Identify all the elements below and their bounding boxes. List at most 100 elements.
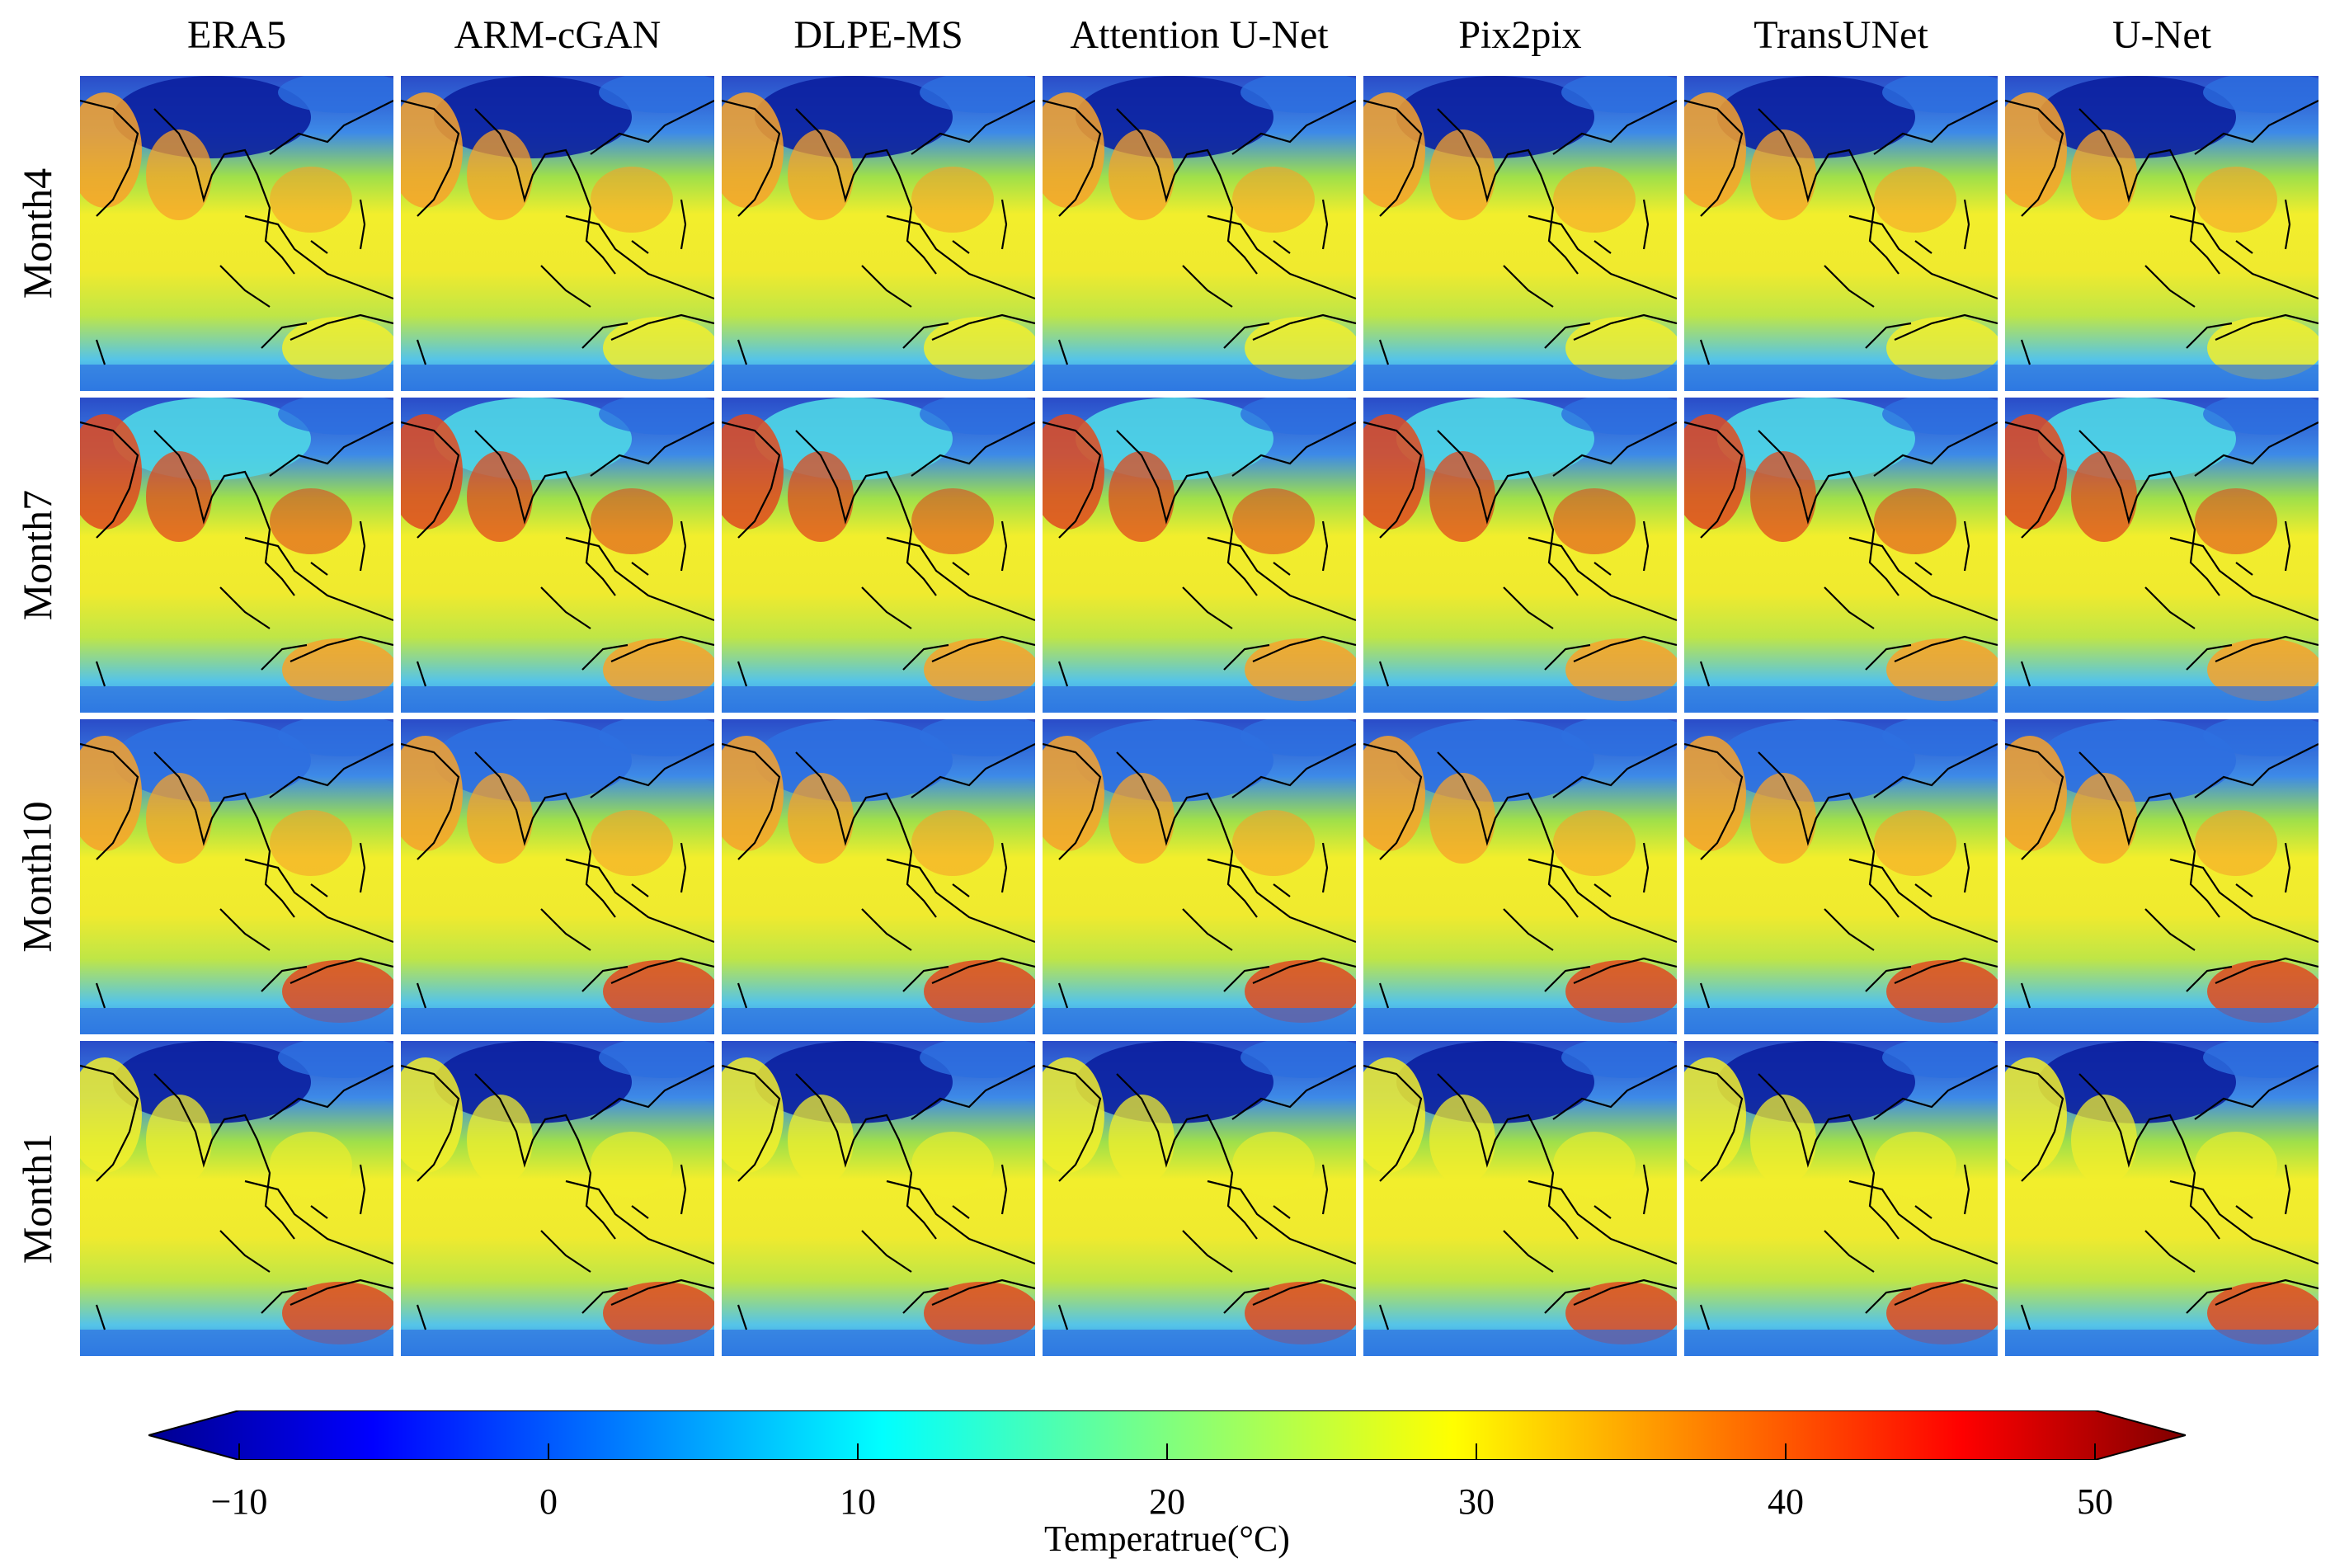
temperature-region: [1429, 129, 1495, 220]
temperature-region: [1684, 365, 1998, 391]
temperature-region: [282, 960, 393, 1023]
map-panel-month4-3: [1043, 76, 1356, 391]
map-panel-month10-5: [1684, 719, 1998, 1034]
map-panel-month4-4: [1363, 76, 1677, 391]
map-panel-month1-6: [2005, 1041, 2319, 1356]
map-panel-month7-2: [722, 398, 1035, 713]
colorbar: [148, 1410, 2186, 1460]
coastline: [1363, 742, 1677, 1009]
map-panel-month1-4: [1363, 1041, 1677, 1356]
temperature-region: [924, 1282, 1035, 1344]
map-panel-month4-1: [401, 76, 714, 391]
temperature-region: [2071, 773, 2137, 864]
coastline: [1043, 99, 1356, 365]
coastline: [401, 99, 714, 365]
temperature-region: [1245, 960, 1356, 1023]
map-graphic: [722, 1041, 1035, 1356]
row-label-month1: Month1: [14, 1132, 61, 1264]
column-title-pix2pix: Pix2pix: [1458, 13, 1582, 57]
temperature-region: [2203, 76, 2319, 113]
coastline: [80, 99, 393, 365]
temperature-region: [1684, 1330, 1998, 1356]
map-graphic: [2005, 1041, 2319, 1356]
map-graphic: [401, 76, 714, 391]
coastline: [401, 1064, 714, 1330]
temperature-region: [1043, 365, 1356, 391]
map-graphic: [722, 76, 1035, 391]
temperature-region: [722, 365, 1035, 391]
temperature-region: [591, 488, 673, 554]
temperature-region: [2005, 686, 2319, 713]
temperature-region: [1684, 1008, 1998, 1034]
map-graphic: [80, 719, 393, 1034]
temperature-region: [401, 365, 714, 391]
map-panel-month10-4: [1363, 719, 1677, 1034]
temperature-region: [1043, 1330, 1356, 1356]
temperature-region: [599, 1041, 714, 1078]
map-graphic: [1363, 76, 1677, 391]
temperature-region: [401, 686, 714, 713]
temperature-region: [603, 638, 714, 701]
temperature-region: [467, 773, 533, 864]
map-panel-month7-5: [1684, 398, 1998, 713]
map-panel-month4-2: [722, 76, 1035, 391]
column-title-attention-unet: Attention U-Net: [1070, 13, 1329, 57]
colorbar-tick: 0: [539, 1481, 558, 1522]
temperature-region: [467, 129, 533, 220]
temperature-region: [282, 317, 393, 379]
map-panel-month4-0: [80, 76, 393, 391]
temperature-region: [80, 365, 393, 391]
temperature-region: [146, 451, 212, 542]
temperature-region: [1874, 810, 1956, 876]
temperature-region: [1553, 167, 1636, 233]
map-graphic: [401, 719, 714, 1034]
temperature-region: [1363, 365, 1677, 391]
temperature-region: [1553, 488, 1636, 554]
temperature-region: [911, 167, 994, 233]
temperature-region: [591, 1132, 673, 1198]
temperature-region: [1561, 76, 1677, 113]
temperature-region: [1750, 451, 1816, 542]
temperature-region: [2207, 960, 2319, 1023]
map-panel-month4-5: [1684, 76, 1998, 391]
map-panel-month1-1: [401, 1041, 714, 1356]
map-graphic: [1043, 1041, 1356, 1356]
temperature-region: [1109, 1095, 1175, 1185]
row-label-month7: Month7: [14, 489, 61, 621]
temperature-region: [146, 129, 212, 220]
coastline: [1684, 1064, 1998, 1330]
temperature-region: [1245, 638, 1356, 701]
temperature-region: [1043, 686, 1356, 713]
temperature-region: [911, 1132, 994, 1198]
temperature-region: [603, 960, 714, 1023]
temperature-region: [1109, 773, 1175, 864]
map-graphic: [1043, 719, 1356, 1034]
map-graphic: [722, 719, 1035, 1034]
temperature-region: [401, 1330, 714, 1356]
temperature-region: [1750, 129, 1816, 220]
map-panel-month7-3: [1043, 398, 1356, 713]
temperature-region: [80, 1008, 393, 1034]
temperature-region: [1886, 1282, 1998, 1344]
column-title-unet: U-Net: [2112, 13, 2211, 57]
temperature-region: [1874, 167, 1956, 233]
map-panel-month10-2: [722, 719, 1035, 1034]
temperature-region: [467, 451, 533, 542]
temperature-region: [1874, 1132, 1956, 1198]
temperature-region: [282, 638, 393, 701]
temperature-region: [911, 488, 994, 554]
temperature-region: [722, 1330, 1035, 1356]
temperature-region: [146, 1095, 212, 1185]
temperature-region: [788, 773, 854, 864]
temperature-region: [911, 810, 994, 876]
map-panel-month10-1: [401, 719, 714, 1034]
temperature-region: [924, 960, 1035, 1023]
temperature-region: [278, 719, 393, 756]
map-panel-month10-0: [80, 719, 393, 1034]
map-panel-month1-0: [80, 1041, 393, 1356]
temperature-region: [278, 1041, 393, 1078]
temperature-region: [1750, 1095, 1816, 1185]
temperature-region: [599, 719, 714, 756]
temperature-region: [80, 686, 393, 713]
temperature-region: [920, 398, 1035, 435]
